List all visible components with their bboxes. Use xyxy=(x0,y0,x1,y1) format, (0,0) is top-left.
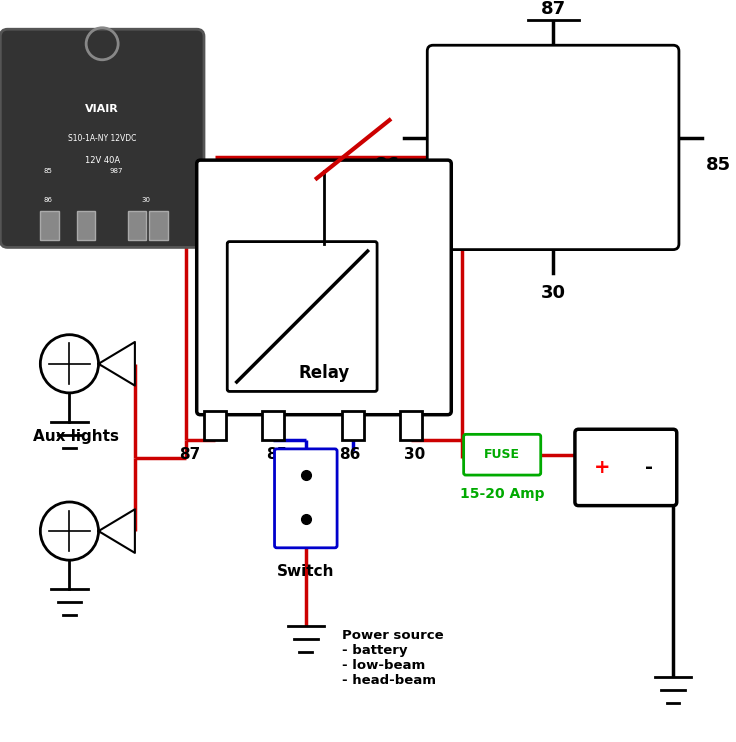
Text: 30: 30 xyxy=(404,447,425,462)
Text: 15-20 Amp: 15-20 Amp xyxy=(460,487,545,502)
Text: 85: 85 xyxy=(266,447,287,462)
Bar xyxy=(149,211,168,240)
Text: 30: 30 xyxy=(541,283,565,302)
Text: Relay: Relay xyxy=(298,364,350,382)
Text: 87: 87 xyxy=(540,0,566,19)
Bar xyxy=(204,411,226,440)
Text: 87: 87 xyxy=(179,447,200,462)
Bar xyxy=(342,411,364,440)
Polygon shape xyxy=(99,509,135,553)
Bar xyxy=(40,211,59,240)
Bar xyxy=(77,211,95,240)
FancyBboxPatch shape xyxy=(0,29,204,247)
Text: Aux lights: Aux lights xyxy=(33,429,119,444)
Text: 85: 85 xyxy=(43,168,52,174)
FancyBboxPatch shape xyxy=(428,45,679,249)
Text: 86: 86 xyxy=(375,156,400,174)
FancyBboxPatch shape xyxy=(275,449,337,548)
Polygon shape xyxy=(99,342,135,386)
Text: 85: 85 xyxy=(706,156,731,174)
Text: S10-1A-NY 12VDC: S10-1A-NY 12VDC xyxy=(68,134,136,142)
Text: -: - xyxy=(645,458,654,477)
Text: Switch: Switch xyxy=(277,564,335,579)
Text: +: + xyxy=(594,458,610,477)
Bar xyxy=(400,411,422,440)
Text: 86: 86 xyxy=(43,197,52,203)
FancyBboxPatch shape xyxy=(197,160,451,415)
Text: Power source
- battery
- low-beam
- head-beam: Power source - battery - low-beam - head… xyxy=(342,629,444,687)
Text: 30: 30 xyxy=(141,197,150,203)
Bar xyxy=(127,211,146,240)
Bar xyxy=(262,411,284,440)
FancyBboxPatch shape xyxy=(575,430,676,505)
Text: 987: 987 xyxy=(110,168,124,174)
Text: 12V 40A: 12V 40A xyxy=(85,156,120,165)
Text: VIAIR: VIAIR xyxy=(85,104,119,114)
Text: 86: 86 xyxy=(339,447,360,462)
FancyBboxPatch shape xyxy=(227,242,377,392)
FancyBboxPatch shape xyxy=(464,434,541,475)
Text: FUSE: FUSE xyxy=(484,448,520,462)
